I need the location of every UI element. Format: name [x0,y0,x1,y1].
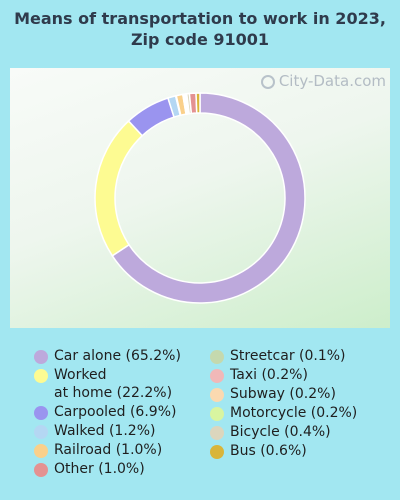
legend-item: Railroad (1.0%) [34,442,181,460]
legend-swatch [34,462,48,477]
legend-swatch [34,350,48,364]
legend-label: Worked [54,367,107,383]
donut-chart [94,92,306,304]
legend-label: Walked (1.2%) [54,422,156,439]
legend-item: Car alone (65.2%) [34,348,181,366]
legend-swatch [34,405,48,420]
plot-area [10,68,390,328]
legend-label: at home (22.2%) [54,384,173,401]
legend-item: Streetcar (0.1%) [210,348,357,366]
legend-item: Subway (0.2%) [210,386,357,404]
donut-slice-0 [111,92,306,304]
legend-item: Carpooled (6.9%) [34,404,181,422]
legend-label: Streetcar (0.1%) [230,348,346,364]
donut-slice-11 [195,92,201,114]
legend-swatch [34,369,48,383]
legend-label: Taxi (0.2%) [230,367,308,383]
magnifier-icon [260,75,275,89]
legend-label: Car alone (65.2%) [54,348,181,364]
legend-item: Bus (0.6%) [210,443,357,461]
legend-column-2: Streetcar (0.1%) Taxi (0.2%) Subway (0.2%)… [210,348,357,462]
legend-column-1: Car alone (65.2%) Worked at home (22.2%) Ca… [34,348,181,480]
legend-swatch [210,445,224,459]
watermark-text: City-Data.com [278,72,386,90]
legend-item: Worked at home (22.2%) [34,367,181,402]
legend-label: Railroad (1.0%) [54,441,163,458]
legend-swatch [210,350,224,364]
legend-item: Motorcycle (0.2%) [210,405,357,423]
legend-swatch [34,424,48,439]
legend-label: Bicycle (0.4%) [230,424,331,440]
legend-item: Taxi (0.2%) [210,367,357,385]
legend-swatch [210,407,224,421]
legend-label: Motorcycle (0.2%) [230,405,358,421]
legend-label: Subway (0.2%) [230,386,336,402]
donut-slice-1 [94,119,144,257]
legend-item: Other (1.0%) [34,461,181,479]
watermark: City-Data.com [260,72,386,90]
legend-swatch [210,388,224,402]
legend-item: Walked (1.2%) [34,423,181,441]
legend-item: Bicycle (0.4%) [210,424,357,442]
legend-swatch [34,443,48,458]
legend-swatch [210,369,224,383]
legend-label: Other (1.0%) [54,460,145,477]
legend-swatch [210,426,224,440]
chart-title: Means of transportation to work in 2023,… [14,9,386,49]
legend-label: Bus (0.6%) [230,443,307,459]
legend-label: Carpooled (6.9%) [54,403,177,420]
